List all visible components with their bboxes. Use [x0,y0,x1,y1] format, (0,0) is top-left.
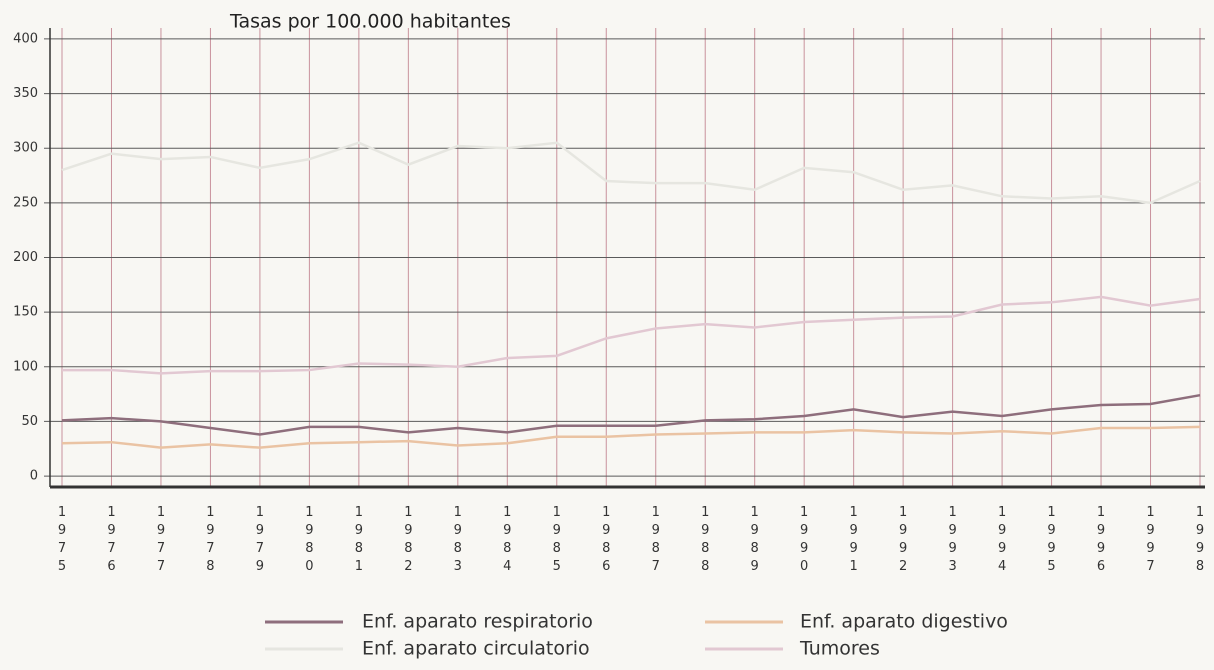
y-tick-label: 350 [13,86,38,101]
legend-label: Enf. aparato respiratorio [362,611,593,633]
series-line [61,141,1201,205]
series-line [61,425,1201,449]
y-tick-label: 150 [13,305,38,320]
legend-label: Tumores [799,638,880,660]
y-tick-label: 300 [13,141,38,156]
y-tick-label: 400 [13,31,38,46]
legend-label: Enf. aparato digestivo [800,611,1008,633]
y-tick-label: 100 [13,359,38,374]
series-line [61,393,1201,436]
y-tick-label: 250 [13,195,38,210]
y-tick-label: 200 [13,250,38,265]
legend-label: Enf. aparato circulatorio [362,638,590,660]
y-tick-label: 50 [21,414,38,429]
series-line [62,295,1201,375]
y-tick-label: 0 [30,469,38,484]
chart-title: Tasas por 100.000 habitantes [229,11,511,33]
